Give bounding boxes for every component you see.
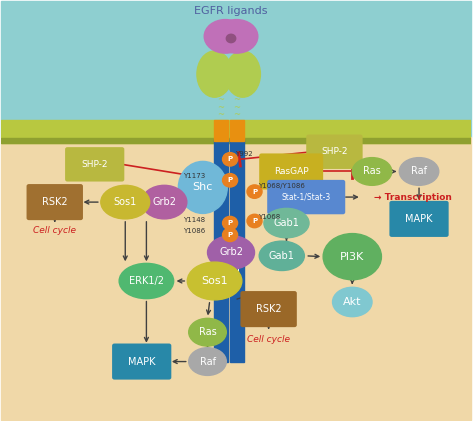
FancyBboxPatch shape [390,201,449,237]
Text: P: P [228,177,233,183]
Text: ~: ~ [233,103,240,112]
Text: ~: ~ [217,80,224,89]
Text: RSK2: RSK2 [256,304,282,314]
Text: Y1148: Y1148 [183,217,205,223]
Text: SHP-2: SHP-2 [82,160,108,169]
Text: PI3K: PI3K [340,252,365,262]
Ellipse shape [197,51,232,97]
Ellipse shape [178,161,227,213]
Ellipse shape [101,185,150,219]
Text: Shc: Shc [192,182,213,192]
Ellipse shape [225,51,260,97]
Bar [214,120,228,141]
Text: Sos1: Sos1 [201,276,228,286]
Ellipse shape [323,234,382,280]
Text: ~: ~ [233,88,240,97]
Ellipse shape [189,348,226,376]
Text: Y1068: Y1068 [258,214,281,220]
Text: Raf: Raf [411,166,427,176]
Text: Cell cycle: Cell cycle [247,335,290,344]
FancyBboxPatch shape [259,153,323,189]
Circle shape [247,185,262,198]
Text: ~: ~ [217,103,224,112]
Ellipse shape [333,287,372,317]
Bar [0,139,471,144]
Text: RSK2: RSK2 [42,197,68,207]
Text: ~: ~ [233,80,240,89]
FancyBboxPatch shape [240,291,297,327]
Text: Grb2: Grb2 [152,197,176,207]
Text: P: P [228,156,233,163]
Text: → Transcription: → Transcription [374,192,452,202]
Text: ~: ~ [217,88,224,97]
FancyBboxPatch shape [112,344,171,380]
Text: ~: ~ [217,110,224,119]
Text: ~: ~ [217,118,224,127]
Ellipse shape [142,185,187,219]
Ellipse shape [352,157,392,185]
FancyBboxPatch shape [27,184,83,220]
Text: EGFR: EGFR [216,250,225,272]
Ellipse shape [208,236,255,269]
Text: Y992: Y992 [235,151,252,157]
Ellipse shape [187,262,242,300]
Text: EGFR: EGFR [232,250,241,272]
FancyBboxPatch shape [267,180,345,214]
Circle shape [223,228,237,242]
Ellipse shape [216,20,258,53]
Ellipse shape [264,208,309,238]
Text: ERK1/2: ERK1/2 [129,276,164,286]
Text: Gab1: Gab1 [273,218,300,228]
Text: MAPK: MAPK [405,214,433,224]
Circle shape [247,214,262,228]
Circle shape [223,173,237,187]
Text: Akt: Akt [343,297,362,307]
Text: ~: ~ [233,118,240,127]
Text: MAPK: MAPK [128,357,155,367]
Circle shape [223,216,237,230]
Text: Y1173: Y1173 [183,173,205,179]
Ellipse shape [119,264,173,298]
Text: Ras: Ras [363,166,381,176]
Text: P: P [252,189,257,195]
Text: ~: ~ [233,110,240,119]
Text: P: P [228,220,233,226]
Bar [229,120,244,141]
Text: Y1068/Y1086: Y1068/Y1086 [258,183,305,189]
Circle shape [226,34,236,43]
Bar [0,1,471,137]
Text: ~: ~ [233,95,240,104]
Text: Sos1: Sos1 [114,197,137,207]
Text: EGFR ligands: EGFR ligands [194,6,268,16]
Text: Stat-1/Stat-3: Stat-1/Stat-3 [282,192,331,202]
Text: RasGAP: RasGAP [274,167,309,176]
Ellipse shape [259,241,304,271]
Bar [0,120,471,144]
Bar [214,139,228,362]
Ellipse shape [189,318,226,346]
Text: Ras: Ras [199,327,217,337]
Text: ~: ~ [217,95,224,104]
Text: P: P [228,232,233,238]
Bar [0,137,471,420]
Text: Grb2: Grb2 [219,248,243,258]
Ellipse shape [204,20,246,53]
Text: Raf: Raf [200,357,216,367]
Circle shape [223,152,237,166]
Text: Cell cycle: Cell cycle [33,226,76,235]
Text: Gab1: Gab1 [269,251,295,261]
Text: Y1086: Y1086 [183,229,205,234]
Ellipse shape [399,157,439,185]
FancyBboxPatch shape [306,135,363,169]
FancyBboxPatch shape [65,147,124,181]
Text: SHP-2: SHP-2 [321,147,347,156]
Bar [229,139,244,362]
Text: P: P [252,218,257,224]
